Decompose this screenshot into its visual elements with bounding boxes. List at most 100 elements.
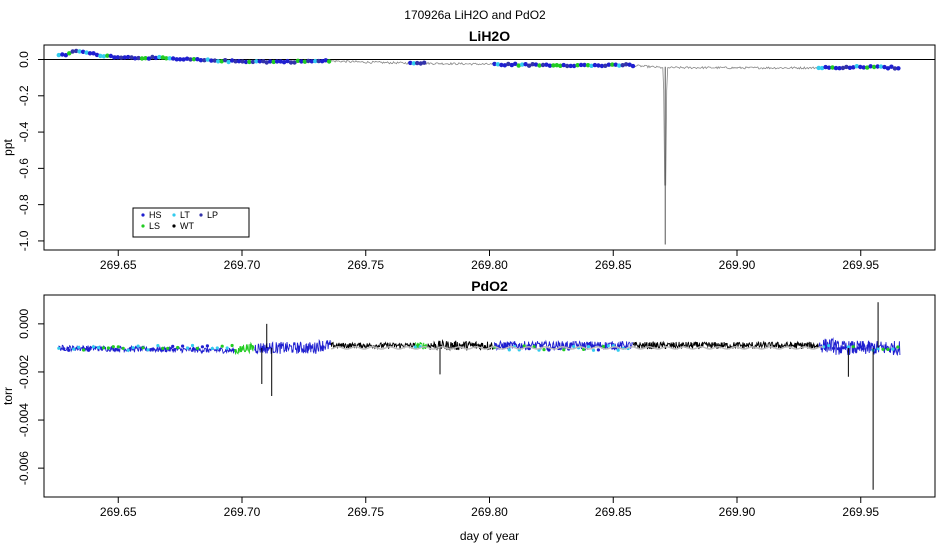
data-point-pdo2-25 <box>181 344 185 348</box>
x-tick-label-0-2: 269.75 <box>347 258 384 272</box>
data-point-lih2o-6 <box>77 49 82 54</box>
data-point-lih2o-102 <box>554 62 559 68</box>
data-point-lih2o-51 <box>233 59 238 64</box>
data-point-pdo2-7 <box>91 345 96 349</box>
data-point-lih2o-96 <box>533 62 539 67</box>
data-point-pdo2-36 <box>413 345 417 349</box>
data-point-lih2o-14 <box>105 53 110 58</box>
data-point-lih2o-19 <box>122 55 127 60</box>
data-point-pdo2-59 <box>591 348 596 352</box>
series-band-pdo2-3 <box>330 341 416 351</box>
data-point-lih2o-2 <box>63 53 68 58</box>
data-point-lih2o-37 <box>184 56 190 61</box>
legend-label-lt: LT <box>180 210 190 220</box>
data-point-lih2o-36 <box>181 57 186 62</box>
data-point-pdo2-14 <box>126 348 130 352</box>
data-point-pdo2-75 <box>861 347 865 351</box>
data-point-pdo2-55 <box>572 344 576 349</box>
data-point-lih2o-108 <box>575 62 580 68</box>
x-tick-label-0-5: 269.90 <box>719 258 756 272</box>
data-point-pdo2-0 <box>57 346 61 350</box>
data-point-lih2o-40 <box>195 57 200 62</box>
data-point-pdo2-64 <box>616 348 620 352</box>
data-point-lih2o-61 <box>268 59 273 64</box>
data-point-lih2o-41 <box>198 58 204 63</box>
data-point-pdo2-1 <box>62 347 66 351</box>
data-point-lih2o-76 <box>320 59 325 64</box>
data-point-pdo2-76 <box>866 344 870 348</box>
data-point-lih2o-141 <box>871 64 877 70</box>
data-point-lih2o-50 <box>229 58 235 63</box>
data-point-lih2o-54 <box>243 59 249 65</box>
data-point-lih2o-119 <box>613 62 618 67</box>
data-point-lih2o-11 <box>94 52 100 58</box>
data-point-lih2o-5 <box>74 48 79 54</box>
data-point-pdo2-8 <box>96 345 101 350</box>
data-point-pdo2-68 <box>827 344 831 348</box>
data-point-pdo2-2 <box>67 348 71 352</box>
data-point-lih2o-70 <box>299 59 304 64</box>
data-point-lih2o-64 <box>278 59 283 64</box>
data-point-pdo2-3 <box>72 347 76 351</box>
x-tick-label-0-0: 269.65 <box>100 258 137 272</box>
data-point-lih2o-4 <box>70 49 75 54</box>
data-point-lih2o-117 <box>606 62 611 67</box>
data-point-lih2o-125 <box>816 65 821 71</box>
data-point-lih2o-134 <box>847 65 853 71</box>
data-point-pdo2-28 <box>195 346 200 350</box>
data-point-pdo2-30 <box>205 344 209 348</box>
data-point-lih2o-24 <box>139 56 145 61</box>
data-point-lih2o-32 <box>167 56 172 61</box>
data-point-lih2o-147 <box>892 66 898 71</box>
data-point-lih2o-52 <box>236 59 242 64</box>
series-band-pdo2-7 <box>632 340 819 350</box>
data-point-lih2o-103 <box>558 63 563 68</box>
series-band-pdo2-8 <box>818 337 901 357</box>
data-point-lih2o-135 <box>851 65 856 70</box>
data-point-pdo2-72 <box>846 345 851 349</box>
legend-box <box>132 207 250 238</box>
data-point-lih2o-122 <box>623 62 629 67</box>
data-point-lih2o-144 <box>882 64 887 70</box>
y-tick-label-0-4: -0.8 <box>17 194 31 215</box>
data-point-lih2o-42 <box>202 58 207 63</box>
data-point-lih2o-63 <box>274 59 280 64</box>
data-point-lih2o-17 <box>115 55 121 60</box>
data-point-lih2o-129 <box>830 65 835 70</box>
data-point-pdo2-58 <box>586 345 591 349</box>
data-point-lih2o-31 <box>164 56 169 61</box>
data-point-pdo2-69 <box>831 346 836 350</box>
data-point-pdo2-9 <box>101 346 105 350</box>
data-point-lih2o-121 <box>620 62 625 68</box>
x-axis-label-1: day of year <box>460 529 519 543</box>
y-tick-label-0-0: 0.0 <box>17 51 31 68</box>
data-point-pdo2-81 <box>891 347 895 351</box>
legend-label-ls: LS <box>149 221 160 231</box>
data-point-lih2o-33 <box>171 56 176 61</box>
data-point-lih2o-66 <box>285 58 290 64</box>
series-band-pdo2-6 <box>494 339 634 352</box>
data-point-pdo2-34 <box>225 346 229 350</box>
data-point-lih2o-65 <box>281 60 287 65</box>
data-point-lih2o-56 <box>250 59 256 65</box>
data-point-lih2o-116 <box>603 63 608 68</box>
panel-title-0: LiH2O <box>469 28 510 44</box>
data-point-lih2o-83 <box>422 60 427 65</box>
y-axis-label-1: torr <box>1 387 15 405</box>
data-point-lih2o-43 <box>205 57 210 62</box>
x-tick-label-0-1: 269.70 <box>224 258 261 272</box>
data-point-lih2o-12 <box>98 53 103 59</box>
data-point-pdo2-24 <box>176 345 180 350</box>
data-point-pdo2-31 <box>210 346 214 351</box>
data-point-lih2o-137 <box>858 64 863 70</box>
series-smooth-pdo2 <box>330 345 824 350</box>
data-point-lih2o-126 <box>819 65 825 71</box>
data-point-lih2o-127 <box>823 64 828 70</box>
data-point-lih2o-105 <box>565 63 570 69</box>
data-point-lih2o-133 <box>844 64 849 70</box>
data-point-lih2o-75 <box>316 58 321 64</box>
data-point-pdo2-32 <box>215 346 219 350</box>
legend-marker-hs <box>141 213 145 217</box>
y-tick-label-1-3: -0.006 <box>17 451 31 485</box>
data-point-pdo2-6 <box>87 348 91 352</box>
